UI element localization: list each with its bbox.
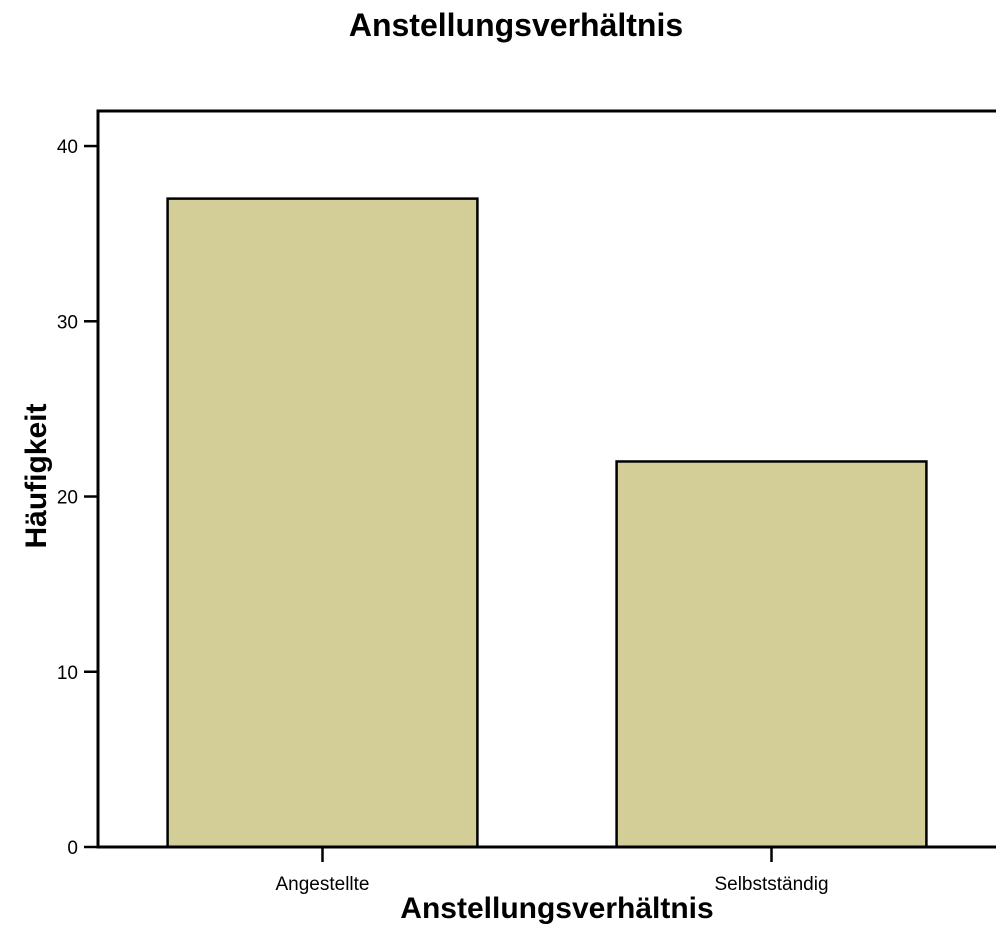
plot-frame xyxy=(96,109,996,849)
y-tick-label-0: 0 xyxy=(67,838,78,859)
x-tick-label-selbstständig: Selbstständig xyxy=(714,874,828,895)
x-axis-title: Anstellungsverhältnis xyxy=(400,892,713,925)
y-tick-label-30: 30 xyxy=(57,312,78,333)
x-tick-label-angestellte: Angestellte xyxy=(275,874,369,895)
y-tick-label-10: 10 xyxy=(57,663,78,684)
y-tick-label-20: 20 xyxy=(57,488,78,509)
bar-selbstständig xyxy=(615,460,928,849)
y-axis-title: Häufigkeit xyxy=(20,403,53,548)
chart-title: Anstellungsverhältnis xyxy=(349,7,683,43)
plot-area: Angestellte Selbstständig 0 10 20 30 40 xyxy=(57,109,996,895)
y-tick-label-40: 40 xyxy=(57,137,78,158)
bar-angestellte xyxy=(166,197,479,849)
